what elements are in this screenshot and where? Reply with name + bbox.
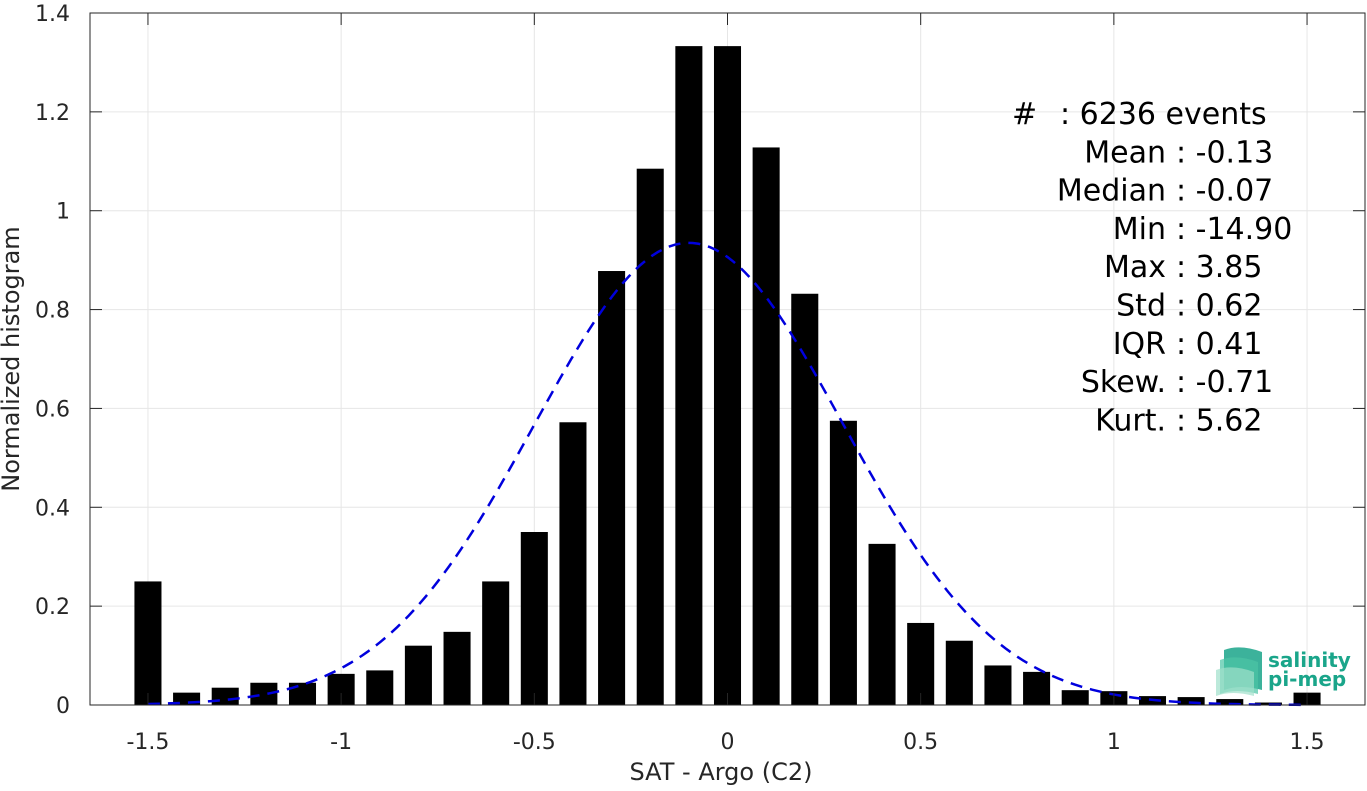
y-tick-label: 0.6 <box>35 397 70 422</box>
y-tick-label: 1.4 <box>35 2 70 27</box>
stats-value: : 5.62 <box>1176 403 1262 438</box>
salinity-pi-mep-logo: salinity pi-mep <box>1216 647 1351 696</box>
stats-label: IQR <box>1113 327 1166 362</box>
logo-text-line2: pi-mep <box>1268 667 1346 691</box>
histogram-bar <box>1061 690 1089 705</box>
histogram-bar <box>1254 702 1282 705</box>
y-tick-label: 0.8 <box>35 299 70 324</box>
stats-value: : 6236 events <box>1060 97 1267 132</box>
stats-label: Kurt. <box>1095 403 1166 438</box>
histogram-bar <box>288 682 317 705</box>
histogram-bar <box>791 293 819 705</box>
histogram-bar <box>675 46 703 706</box>
y-tick-label: 1.2 <box>35 101 70 126</box>
histogram-bar <box>984 665 1012 705</box>
y-tick-label: 1 <box>56 200 70 225</box>
histogram-bar <box>1023 671 1051 705</box>
x-tick-label: -1.5 <box>126 730 169 755</box>
histogram-bar <box>404 645 432 705</box>
wave-logo-icon <box>1216 647 1262 696</box>
histogram-bar <box>636 168 664 705</box>
histogram-bar <box>520 532 548 705</box>
histogram-bar <box>250 682 278 705</box>
stats-value: : -0.07 <box>1176 174 1273 209</box>
logo-text-line1: salinity <box>1268 648 1351 672</box>
histogram-bar <box>752 147 780 706</box>
stats-label: Median <box>1057 174 1166 209</box>
y-tick-label: 0.2 <box>35 595 70 620</box>
y-axis-title: Normalized histogram <box>0 226 25 491</box>
histogram-bar <box>211 687 239 705</box>
histogram-bar <box>829 420 857 705</box>
x-tick-label: 1 <box>1107 730 1121 755</box>
stats-value: : 0.41 <box>1176 327 1262 362</box>
stats-label: Max <box>1104 250 1166 285</box>
histogram-bar <box>443 631 471 705</box>
stats-label: Skew. <box>1081 365 1166 400</box>
stats-value: : 0.62 <box>1176 289 1262 324</box>
histogram-bar <box>713 46 742 706</box>
histogram-bar <box>868 543 896 705</box>
histogram-bar <box>598 271 626 705</box>
stats-label: # <box>1012 97 1037 132</box>
histogram-bar <box>482 581 510 705</box>
x-tick-label: -0.5 <box>513 730 556 755</box>
x-axis-title: SAT - Argo (C2) <box>630 758 813 786</box>
stats-value: : -14.90 <box>1176 212 1292 247</box>
bars-layer <box>134 46 1321 706</box>
stats-value: : 3.85 <box>1176 250 1262 285</box>
stats-value: : -0.71 <box>1176 365 1273 400</box>
histogram-bar <box>1216 699 1244 705</box>
tick-labels: -1.5 -1 -0.5 0 0.5 1 1.5 0 0.2 0.4 0.6 0.8 1 1.2 1.4 <box>35 2 1325 755</box>
histogram-bar <box>1177 697 1205 705</box>
histogram-bar <box>366 670 394 705</box>
histogram-bar <box>559 422 587 705</box>
y-tick-label: 0 <box>56 694 70 719</box>
histogram-bar <box>945 640 973 705</box>
histogram-bar <box>134 581 162 705</box>
x-tick-label: 0 <box>721 730 735 755</box>
y-tick-label: 0.4 <box>35 496 70 521</box>
stats-value: : -0.13 <box>1176 135 1273 170</box>
stats-label: Mean <box>1084 135 1166 170</box>
x-tick-label: 0.5 <box>903 730 938 755</box>
stats-label: Std <box>1116 289 1166 324</box>
ticks-layer <box>90 12 1365 706</box>
histogram-bar <box>907 622 935 705</box>
stats-label: Min <box>1113 212 1166 247</box>
x-tick-label: 1.5 <box>1290 730 1325 755</box>
x-tick-label: -1 <box>330 730 352 755</box>
